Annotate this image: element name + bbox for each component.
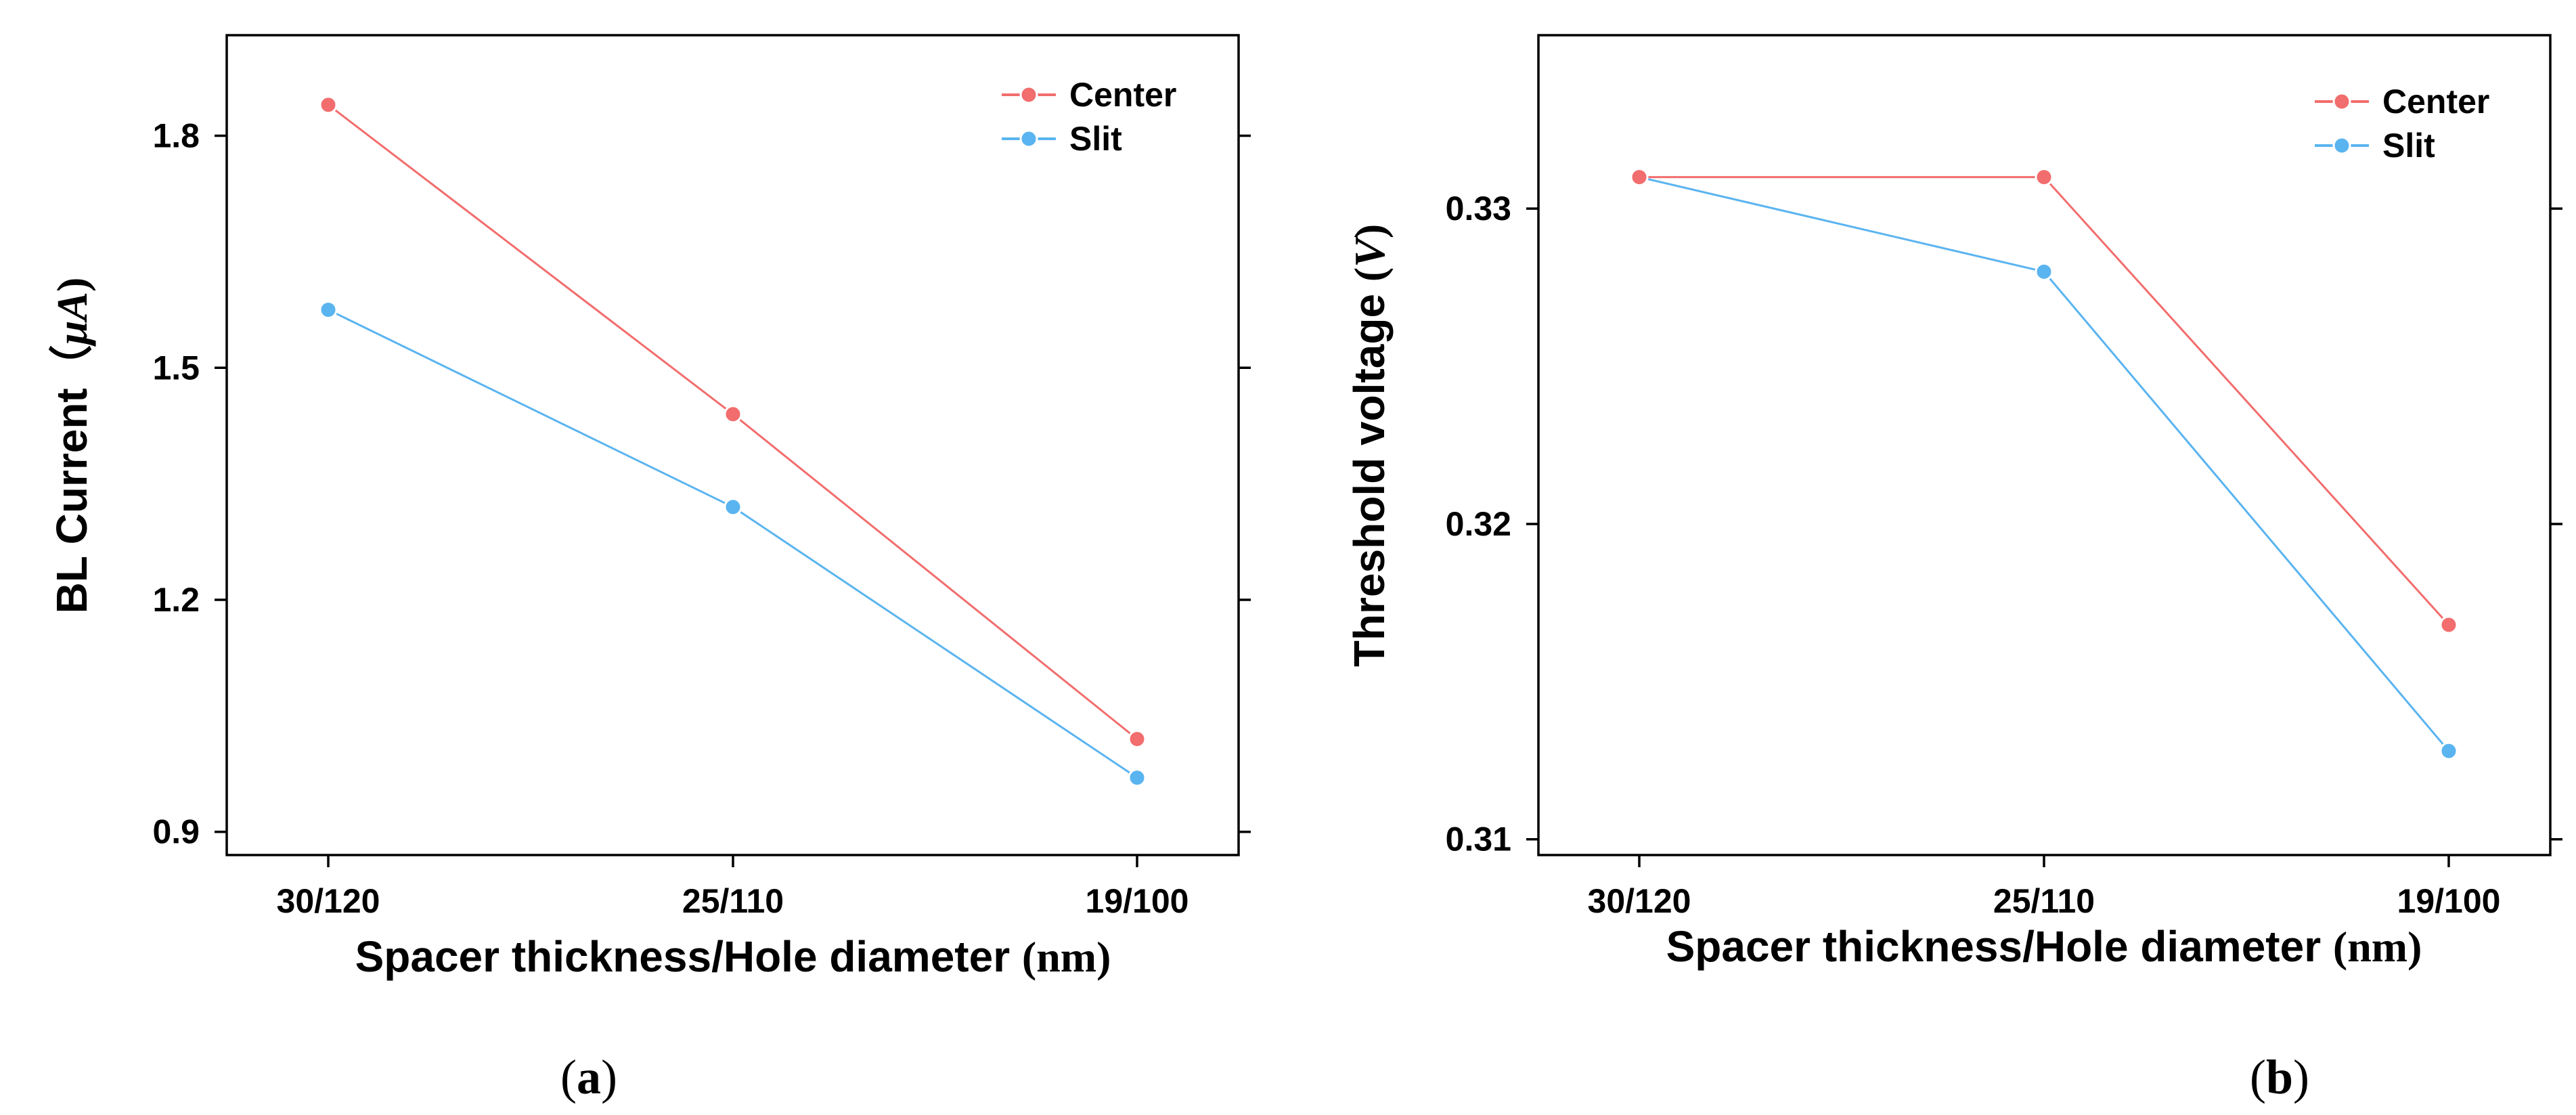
data-point-center [319, 95, 338, 114]
caption-a: (a) [560, 1050, 617, 1104]
y-ticks-b: 0.31 0.32 0.33 [1446, 190, 2562, 858]
x-axis-label-a: Spacer thickness/Hole diameter (nm) [355, 932, 1111, 981]
x-tick-label: 19/100 [1086, 882, 1189, 920]
x-tick-label: 25/110 [1993, 882, 2095, 920]
legend-marker-center [1019, 85, 1038, 104]
legend-label-center: Center [2382, 83, 2489, 121]
y-axis-label-a: BL Current（μA) [47, 278, 96, 614]
data-point-center [1630, 168, 1649, 187]
data-point-center [724, 405, 742, 424]
plot-frame-a [225, 34, 1240, 856]
y-ticks-a: 0.9 1.2 1.5 1.8 [152, 117, 1251, 851]
data-point-slit [724, 498, 742, 517]
data-point-center [2439, 615, 2458, 634]
legend-label-slit: Slit [2382, 127, 2435, 165]
data-point-slit [319, 301, 338, 320]
data-point-slit [2439, 741, 2458, 760]
y-tick-label: 1.5 [152, 349, 200, 387]
legend-label-slit: Slit [1069, 120, 1122, 158]
data-point-slit [1128, 768, 1147, 787]
series-a [319, 95, 1147, 787]
data-point-center [1128, 730, 1147, 749]
data-point-slit [2035, 262, 2053, 281]
y-tick-label: 0.32 [1446, 505, 1511, 543]
y-tick-label: 1.8 [152, 117, 200, 155]
y-tick-label: 1.2 [152, 581, 200, 619]
legend-label-center: Center [1069, 76, 1176, 114]
x-ticks-a: 30/120 25/110 19/100 [277, 855, 1189, 920]
legend-marker-slit [1019, 129, 1038, 148]
x-ticks-b: 30/120 25/110 19/100 [1588, 855, 2501, 920]
x-tick-label: 19/100 [2397, 882, 2501, 920]
y-tick-label: 0.33 [1446, 190, 1511, 227]
series-line-center [1639, 176, 2450, 626]
legend-marker-slit [2332, 136, 2351, 155]
legend-a: Center Slit [1002, 76, 1176, 158]
series-line-slit [328, 309, 1138, 779]
y-tick-label: 0.31 [1446, 821, 1511, 858]
x-tick-label: 25/110 [682, 882, 784, 920]
legend-marker-center [2332, 92, 2351, 111]
x-tick-label: 30/120 [1588, 882, 1691, 920]
y-axis-label-b: Threshold voltage (V) [1345, 224, 1394, 667]
chart-panel-a: 0.9 1.2 1.5 1.8 30/120 25/110 19/100 Center Sl… [47, 34, 1251, 1104]
y-tick-label: 0.9 [152, 813, 200, 851]
x-axis-label-b: Spacer thickness/Hole diameter (nm) [1666, 922, 2422, 971]
series-b [1630, 168, 2458, 760]
caption-b: (b) [2250, 1050, 2309, 1104]
x-tick-label: 30/120 [277, 882, 380, 920]
data-point-center [2035, 168, 2053, 187]
chart-panel-b: 0.31 0.32 0.33 30/120 25/110 19/100 Center Sl… [1345, 34, 2562, 1104]
legend-b: Center Slit [2315, 83, 2489, 165]
